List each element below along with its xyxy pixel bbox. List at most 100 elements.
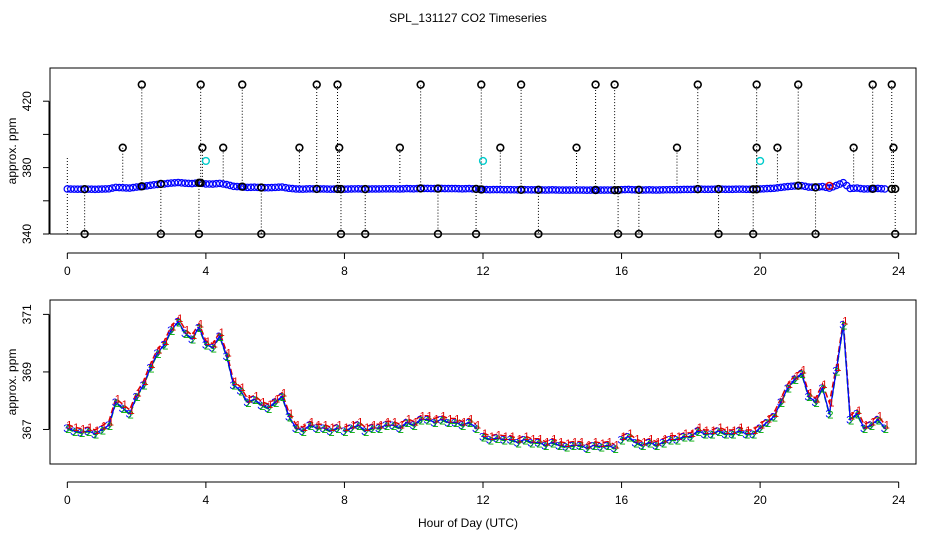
flag-mid-point <box>889 143 898 152</box>
series-2-marker: 2 <box>467 418 473 430</box>
series-3-marker: 3 <box>666 435 672 447</box>
series-2-marker: 2 <box>509 435 515 447</box>
series-2-marker: 2 <box>523 435 529 447</box>
series-3-marker: 3 <box>437 414 443 426</box>
series-1-marker: 1 <box>316 419 322 431</box>
flag-mid-point <box>395 143 405 152</box>
series-2-marker: 2 <box>315 424 321 436</box>
series-2-marker: 2 <box>460 421 466 433</box>
series-2-marker: 2 <box>689 433 695 445</box>
series-3-marker: 3 <box>521 435 527 447</box>
series-2-marker: 2 <box>640 441 646 453</box>
baseline-point <box>777 183 785 192</box>
series-2-marker: 2 <box>398 424 404 436</box>
series-2-marker: 2 <box>453 418 459 430</box>
series-2-marker: 2 <box>585 444 591 456</box>
series-2-marker: 2 <box>308 421 314 433</box>
series-3-line <box>482 436 615 449</box>
series-3-marker: 3 <box>694 426 700 438</box>
series-1-marker: 1 <box>627 428 633 440</box>
series-3-marker: 3 <box>299 426 305 438</box>
series-1-marker: 1 <box>794 370 800 382</box>
series-2-marker: 2 <box>294 424 300 436</box>
series-3-marker: 3 <box>555 440 561 452</box>
series-3-marker: 3 <box>236 386 242 398</box>
series-2-marker: 2 <box>128 410 134 422</box>
series-1-marker: 1 <box>461 416 467 428</box>
series-3-marker: 3 <box>874 414 880 426</box>
series-1-marker: 1 <box>156 344 162 356</box>
series-2-marker: 2 <box>807 392 813 404</box>
series-2-marker: 2 <box>793 375 799 387</box>
series-2-marker: 2 <box>474 424 480 436</box>
series-3-marker: 3 <box>167 325 173 337</box>
series-1-marker: 1 <box>704 425 710 437</box>
series-1-marker: 1 <box>94 425 100 437</box>
top-plot-frame <box>49 67 917 235</box>
baseline-point <box>226 181 234 190</box>
series-3-marker: 3 <box>112 397 118 409</box>
series-1-marker: 1 <box>738 422 744 434</box>
x-tick-label: 16 <box>615 264 629 278</box>
series-1-marker: 1 <box>129 405 135 417</box>
flag-mid-point <box>496 143 505 152</box>
flag-base-point <box>80 185 89 194</box>
series-2-marker: 2 <box>135 392 141 404</box>
series-3-marker: 3 <box>174 317 180 329</box>
series-2-marker: 2 <box>696 427 702 439</box>
series-3-marker: 3 <box>714 426 720 438</box>
baseline-point <box>278 183 286 191</box>
series-3-marker: 3 <box>791 374 797 386</box>
series-1-marker: 1 <box>517 434 523 446</box>
series-3-marker: 3 <box>451 417 457 429</box>
top-panel: 0 4 8 12 16 20 24 340 380 420 approx. ppm <box>5 67 917 278</box>
series-1-marker: 1 <box>392 416 398 428</box>
flag-mid-point <box>219 143 228 152</box>
series-2-marker: 2 <box>225 352 231 364</box>
series-2-marker: 2 <box>446 418 452 430</box>
series-3-marker: 3 <box>396 423 402 435</box>
cyan-point <box>478 156 488 166</box>
series-3-marker: 3 <box>139 380 145 392</box>
series-3-marker: 3 <box>181 328 187 340</box>
series-1-marker: 1 <box>343 422 349 434</box>
series-1-marker: 1 <box>773 408 779 420</box>
series-1-marker: 1 <box>447 414 453 426</box>
series-1-marker: 1 <box>101 421 107 433</box>
x-tick-label: 24 <box>892 493 906 507</box>
series-3-marker: 3 <box>479 432 485 444</box>
series-2-marker: 2 <box>862 424 868 436</box>
series-3-marker: 3 <box>340 426 346 438</box>
series-1-marker: 1 <box>309 416 315 428</box>
series-2-marker: 2 <box>820 384 826 396</box>
baseline-point <box>125 184 134 192</box>
series-2-marker: 2 <box>148 363 154 375</box>
series-2-marker: 2 <box>758 424 764 436</box>
series-1-marker: 1 <box>648 434 654 446</box>
flag-low-point <box>156 229 166 239</box>
flag-base-point <box>471 184 481 194</box>
series-1-marker: 1 <box>267 399 273 411</box>
series-1-line <box>344 414 477 429</box>
series-3-marker: 3 <box>153 348 159 360</box>
series-3-marker: 3 <box>534 437 540 449</box>
red-point <box>825 181 834 190</box>
series-3-marker: 3 <box>444 417 450 429</box>
series-1-marker: 1 <box>849 411 855 423</box>
series-1-marker: 1 <box>489 431 495 443</box>
series-3-marker: 3 <box>472 423 478 435</box>
series-1-marker: 1 <box>378 419 384 431</box>
series-2-marker: 2 <box>363 427 369 439</box>
series-2-marker: 2 <box>65 424 71 436</box>
series-1-marker: 1 <box>87 422 93 434</box>
flag-high-point <box>196 80 205 89</box>
series-2-marker: 2 <box>682 433 688 445</box>
flag-base-point <box>613 185 623 195</box>
series-3-marker: 3 <box>527 437 533 449</box>
series-2-marker: 2 <box>273 398 279 410</box>
series-1-marker: 1 <box>676 431 682 443</box>
x-tick-label: 8 <box>341 493 348 507</box>
series-3-marker: 3 <box>853 409 859 421</box>
